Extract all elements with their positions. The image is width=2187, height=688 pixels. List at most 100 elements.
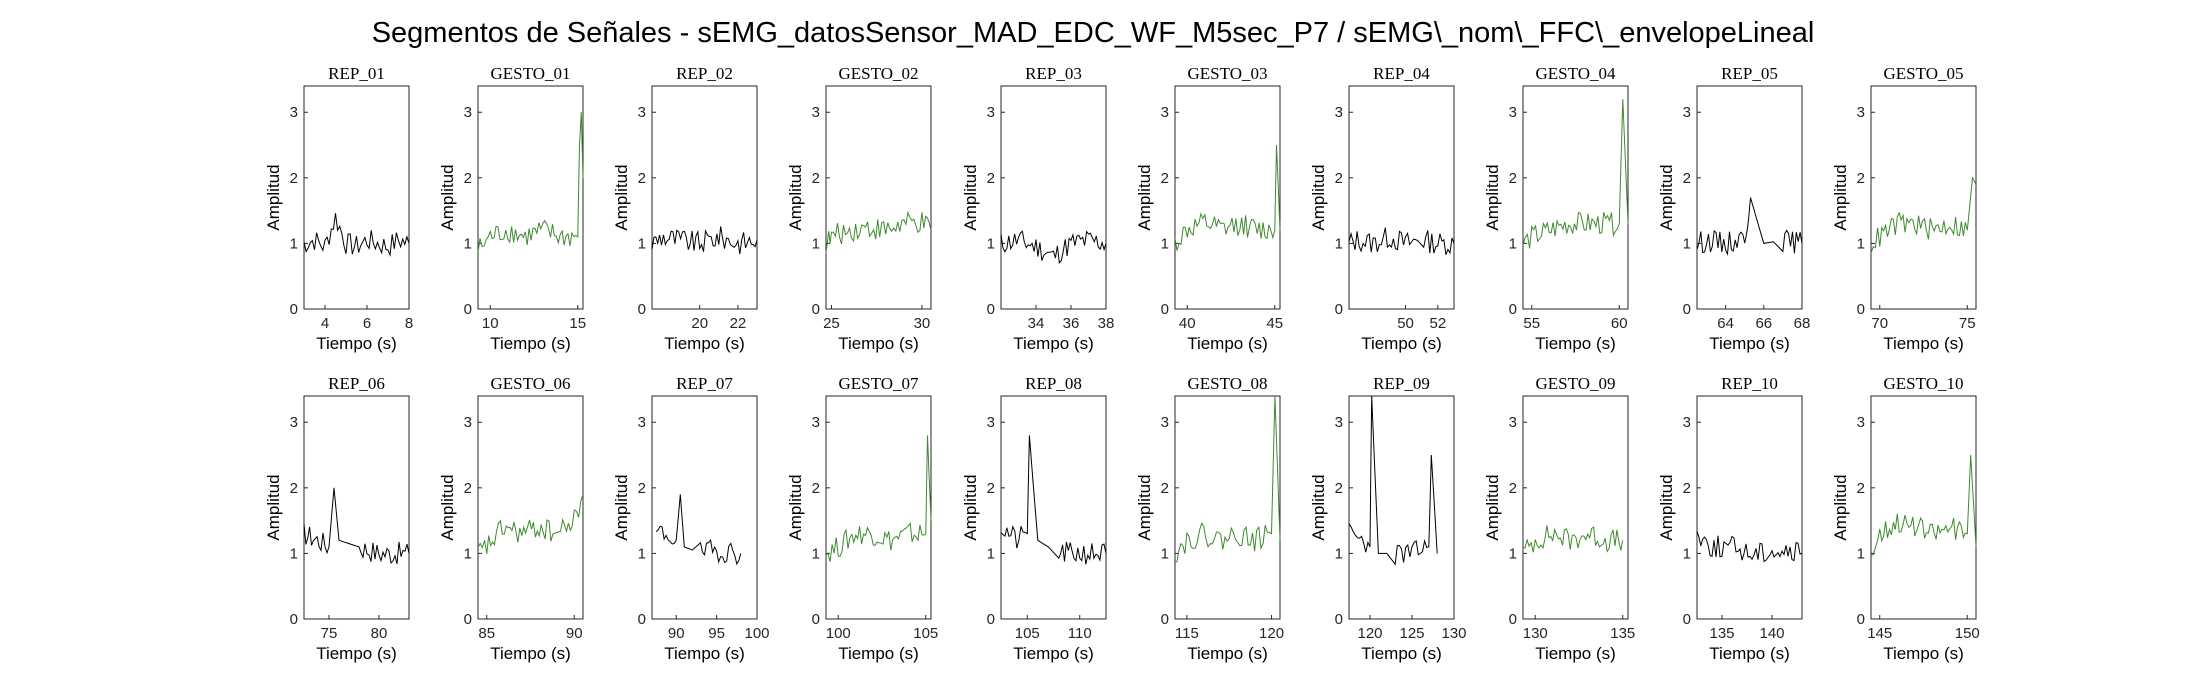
y-tick-label: 0 [987, 611, 995, 628]
y-tick-label: 1 [290, 235, 298, 252]
subplot-gesto-03: 0 1 2 3 40 45 GESTO_03 Tiempo (s) Amplitud [1135, 64, 1283, 353]
y-tick-label: 1 [638, 545, 646, 562]
x-tick-label: 34 [1028, 315, 1045, 332]
y-tick-label: 0 [1161, 301, 1169, 318]
y-tick-label: 1 [987, 545, 995, 562]
y-axis-label: Amplitud [1309, 164, 1328, 230]
x-tick-label: 90 [566, 625, 583, 642]
x-axis-label: Tiempo (s) [838, 334, 919, 353]
x-tick-label: 130 [1523, 625, 1548, 642]
y-tick-label: 3 [987, 414, 995, 431]
y-tick-label: 1 [1335, 545, 1343, 562]
y-tick-label: 1 [1683, 235, 1691, 252]
y-axis-label: Amplitud [264, 164, 283, 230]
subplot-title: GESTO_02 [839, 64, 919, 83]
y-axis-label: Amplitud [786, 474, 805, 540]
x-tick-label: 90 [668, 625, 685, 642]
signal-line [1174, 144, 1281, 251]
subplot-title: REP_08 [1025, 374, 1082, 393]
signal-line [1174, 395, 1281, 564]
plot-frame [1174, 395, 1281, 620]
y-tick-label: 3 [638, 414, 646, 431]
y-tick-label: 0 [812, 611, 820, 628]
x-tick-label: 45 [1266, 315, 1283, 332]
plot-frame [303, 395, 410, 620]
y-axis-label: Amplitud [612, 164, 631, 230]
plot-frame [1000, 85, 1107, 310]
subplot-rep-02: 0 1 2 3 20 22 REP_02 Tiempo (s) Amplitud [612, 64, 758, 353]
y-tick-label: 3 [290, 414, 298, 431]
x-tick-label: 8 [405, 315, 413, 332]
y-tick-label: 0 [464, 611, 472, 628]
x-tick-label: 140 [1759, 625, 1784, 642]
y-tick-label: 2 [1509, 480, 1517, 497]
y-tick-label: 3 [1857, 104, 1865, 121]
y-tick-label: 2 [290, 480, 298, 497]
y-tick-label: 0 [1683, 611, 1691, 628]
x-tick-label: 70 [1871, 315, 1888, 332]
y-tick-label: 1 [464, 235, 472, 252]
y-tick-label: 0 [1857, 301, 1865, 318]
signal-line [477, 112, 584, 253]
y-tick-label: 0 [987, 301, 995, 318]
y-tick-label: 2 [464, 170, 472, 187]
y-tick-label: 1 [1335, 235, 1343, 252]
plot-frame [651, 395, 758, 620]
y-axis-label: Amplitud [961, 164, 980, 230]
signal-line [1871, 454, 1977, 556]
x-axis-label: Tiempo (s) [1709, 334, 1790, 353]
plot-frame [1348, 395, 1455, 620]
x-tick-label: 115 [1175, 625, 1199, 642]
x-axis-label: Tiempo (s) [1187, 334, 1268, 353]
x-axis-label: Tiempo (s) [1535, 644, 1616, 663]
x-tick-label: 30 [914, 315, 931, 332]
x-tick-label: 75 [321, 625, 338, 642]
x-tick-label: 80 [371, 625, 388, 642]
subplot-gesto-09: 0 1 2 3 130 135 GESTO_09 Tiempo (s) Amplitud [1483, 374, 1635, 663]
plot-frame [1000, 395, 1107, 620]
y-tick-label: 2 [1161, 480, 1169, 497]
y-axis-label: Amplitud [1831, 474, 1850, 540]
y-tick-label: 2 [638, 480, 646, 497]
y-tick-label: 3 [1161, 414, 1169, 431]
y-tick-label: 3 [1335, 414, 1343, 431]
x-tick-label: 130 [1441, 625, 1466, 642]
plot-frame [1522, 85, 1629, 310]
y-tick-label: 2 [1683, 480, 1691, 497]
subplot-gesto-10: 0 1 2 3 145 150 GESTO_10 Tiempo (s) Amplitud [1831, 374, 1980, 663]
y-tick-label: 3 [638, 104, 646, 121]
x-tick-label: 55 [1523, 315, 1540, 332]
subplot-title: REP_06 [328, 374, 385, 393]
plot-frame [477, 85, 584, 310]
x-axis-label: Tiempo (s) [316, 334, 397, 353]
subplot-title: REP_10 [1721, 374, 1778, 393]
subplot-rep-09: 0 1 2 3 120 125 130 REP_09 Tiempo (s) Amplitud [1309, 374, 1467, 663]
y-tick-label: 1 [812, 235, 820, 252]
y-tick-label: 2 [464, 480, 472, 497]
y-tick-label: 2 [1509, 170, 1517, 187]
signal-line [1696, 197, 1803, 256]
y-tick-label: 1 [464, 545, 472, 562]
x-tick-label: 15 [569, 315, 586, 332]
signal-line [1348, 227, 1455, 255]
x-tick-label: 145 [1867, 625, 1892, 642]
subplot-title: REP_07 [676, 374, 733, 393]
y-tick-label: 2 [1857, 480, 1865, 497]
subplot-gesto-05: 0 1 2 3 70 75 GESTO_05 Tiempo (s) Amplitud [1831, 64, 1977, 353]
subplot-gesto-04: 0 1 2 3 55 60 GESTO_04 Tiempo (s) Amplitud [1483, 64, 1629, 353]
y-tick-label: 0 [1857, 611, 1865, 628]
y-tick-label: 1 [1509, 545, 1517, 562]
x-tick-label: 10 [482, 315, 499, 332]
subplot-title: REP_02 [676, 64, 733, 83]
subplot-gesto-01: 0 1 2 3 10 15 GESTO_01 Tiempo (s) Amplitud [438, 64, 586, 353]
y-tick-label: 2 [1335, 480, 1343, 497]
signal-line [1696, 531, 1803, 563]
x-tick-label: 40 [1179, 315, 1196, 332]
y-axis-label: Amplitud [264, 474, 283, 540]
signal-line [303, 487, 410, 565]
y-tick-label: 3 [1857, 414, 1865, 431]
x-axis-label: Tiempo (s) [1709, 644, 1790, 663]
y-axis-label: Amplitud [786, 164, 805, 230]
y-axis-label: Amplitud [961, 474, 980, 540]
